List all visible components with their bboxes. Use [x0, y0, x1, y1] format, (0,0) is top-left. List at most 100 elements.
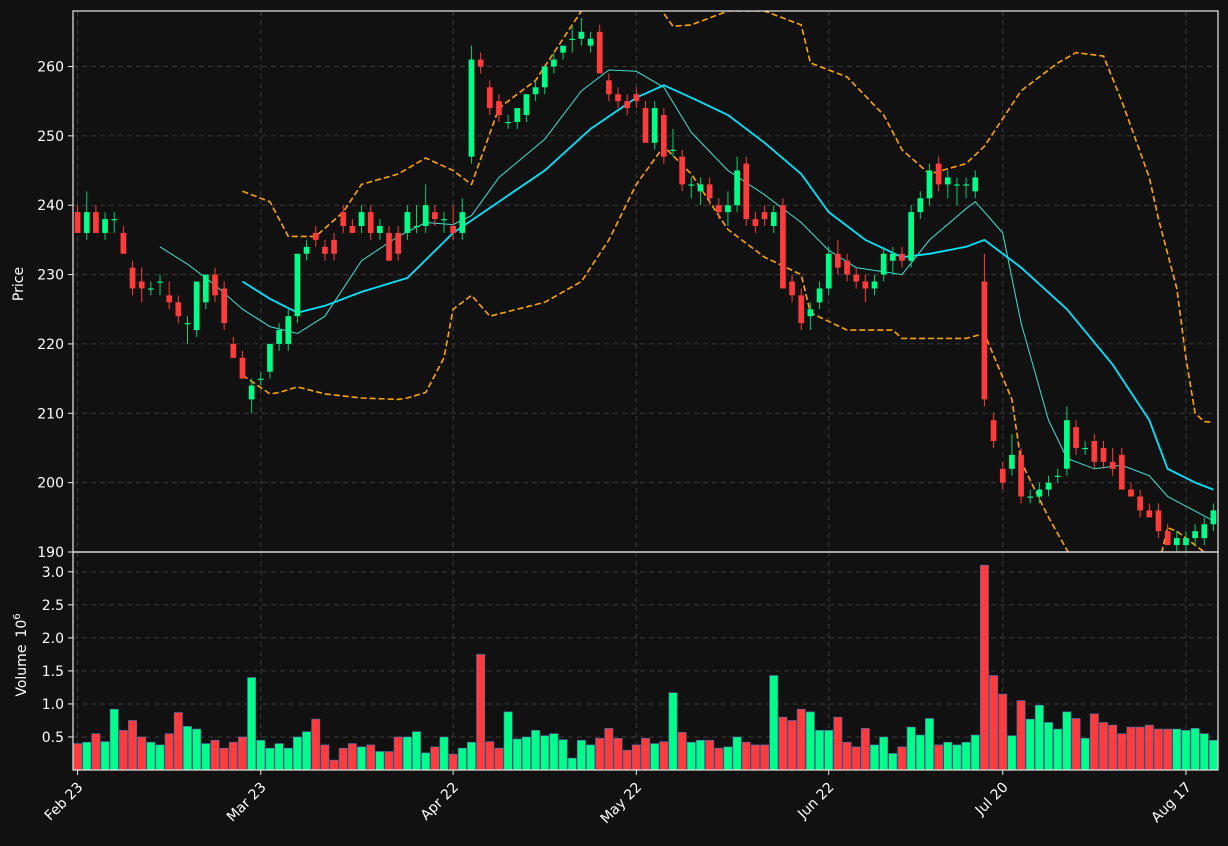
volume-bar [512, 738, 522, 771]
volume-bar [1126, 726, 1136, 771]
volume-y-tick-label: 0.5 [42, 730, 64, 746]
volume-bar [833, 716, 843, 771]
volume-panel-frame [72, 551, 1219, 771]
panel-frames [72, 10, 1219, 771]
candle-body [129, 267, 136, 289]
candle-body [999, 468, 1006, 483]
volume-bar [925, 718, 934, 771]
volume-bar [128, 720, 137, 771]
volume-bar [338, 747, 348, 771]
price-y-tick-label: 260 [37, 59, 64, 75]
volume-bar [73, 743, 83, 771]
volume-panel: 0.5 1.0 1.5 2.0 2.5 3.0 Volume 106 [12, 552, 1218, 771]
volume-bar [467, 741, 476, 771]
volume-bar [860, 728, 870, 771]
candle-body [386, 232, 392, 261]
candle-body [889, 253, 896, 261]
candle-body [972, 177, 979, 192]
candle-body [853, 274, 860, 282]
candle-body [1192, 531, 1198, 539]
volume-bar [641, 737, 650, 771]
volume-bar [1025, 718, 1035, 771]
volume-bars [73, 564, 1218, 771]
candle-body [1128, 489, 1134, 497]
volume-bar [870, 744, 879, 771]
volume-bar [915, 734, 925, 771]
volume-bar [274, 743, 284, 771]
candle-body [844, 260, 850, 275]
candle-body [551, 59, 557, 67]
volume-bar [1172, 728, 1182, 771]
candle-body [578, 31, 585, 39]
volume-bar [677, 732, 687, 771]
volume-y-tick-label: 1.5 [42, 664, 64, 680]
candle-body [1137, 496, 1143, 511]
volume-axis-label-text: Volume [14, 645, 30, 697]
candle-body [202, 274, 209, 303]
volume-bar [375, 751, 385, 771]
volume-bar [1181, 730, 1191, 771]
price-y-tick-label: 230 [37, 268, 64, 284]
volume-bar [778, 716, 788, 771]
volume-bar [613, 737, 623, 771]
volume-axis-label-group: Volume 106 [12, 613, 30, 696]
volume-bar [192, 728, 202, 771]
volume-bar [201, 743, 211, 771]
volume-bar [979, 564, 989, 771]
candle-body [514, 108, 521, 122]
candle-body [1100, 447, 1107, 462]
candle-body [395, 232, 402, 254]
candle-body [1173, 538, 1180, 546]
candle-body [944, 177, 951, 185]
price-y-tick-label: 200 [37, 476, 64, 492]
volume-bar [815, 730, 824, 771]
candle-body [285, 316, 292, 344]
candle-body [688, 184, 695, 186]
candle-body [1091, 441, 1098, 462]
candle-body [193, 281, 200, 331]
volume-axis-unit: 10 [14, 620, 30, 638]
volume-bar [714, 747, 724, 771]
candle-body [1155, 510, 1162, 532]
volume-bar [750, 744, 760, 771]
candle-body [1201, 524, 1208, 539]
volume-bar [1135, 726, 1145, 771]
candle-body [862, 281, 869, 289]
volume-axis-unit-exponent: 6 [12, 613, 23, 619]
volume-bar [320, 744, 330, 771]
candle-body [1027, 496, 1034, 498]
volume-bar [292, 736, 302, 771]
volume-bar [1099, 722, 1108, 771]
volume-bar [393, 736, 403, 771]
candle-body [587, 38, 594, 46]
candle-body [248, 385, 255, 400]
volume-bar [1034, 704, 1044, 771]
candle-body [1118, 454, 1125, 490]
candle-body [633, 94, 640, 102]
volume-bar [503, 711, 513, 771]
candle-body [331, 239, 337, 254]
candle-body [651, 108, 658, 143]
volume-bar [989, 675, 999, 771]
volume-bar [906, 726, 916, 771]
volume-bar [952, 744, 962, 771]
volume-bar [897, 746, 907, 771]
price-y-tick-label: 250 [37, 129, 64, 145]
candle-body [596, 31, 603, 74]
candle-body [496, 101, 502, 116]
upper-band-line [242, 11, 1214, 424]
price-panel: 190 200 210 220 230 240 250 260 Price [11, 11, 1218, 561]
candle-body [706, 184, 713, 199]
volume-bar [787, 720, 797, 771]
candle-body [486, 87, 493, 109]
candle-body [899, 253, 905, 261]
candle-body [1210, 510, 1217, 525]
lower-band-line [242, 145, 1206, 552]
candle-body [166, 295, 173, 303]
candle-body [322, 246, 328, 254]
candle-body [404, 212, 411, 233]
candle-body [294, 253, 301, 317]
volume-bar [485, 741, 495, 771]
volume-bar [1080, 737, 1090, 771]
candle-body [871, 281, 878, 289]
